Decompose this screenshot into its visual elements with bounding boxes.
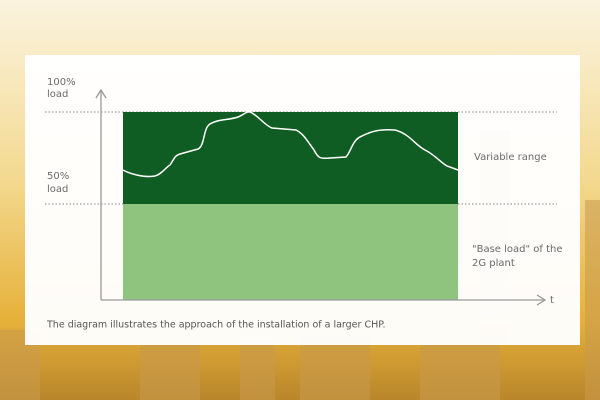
base-load-label: 2G plant xyxy=(472,258,515,269)
y-top-label: 100% xyxy=(47,77,76,88)
caption: The diagram illustrates the approach of … xyxy=(46,320,386,331)
y-mid-label: 50% xyxy=(47,171,69,182)
load-curve xyxy=(122,111,459,178)
base-load-label: "Base load" of the xyxy=(472,244,563,255)
variable-area xyxy=(123,112,458,204)
x-arrow xyxy=(536,294,547,306)
base-area xyxy=(123,204,458,300)
y-mid-label: load xyxy=(47,184,68,195)
x-axis-label: t xyxy=(550,295,554,306)
y-arrow xyxy=(95,88,107,99)
variable-range-label: Variable range xyxy=(474,152,547,163)
y-top-label: load xyxy=(47,89,68,100)
